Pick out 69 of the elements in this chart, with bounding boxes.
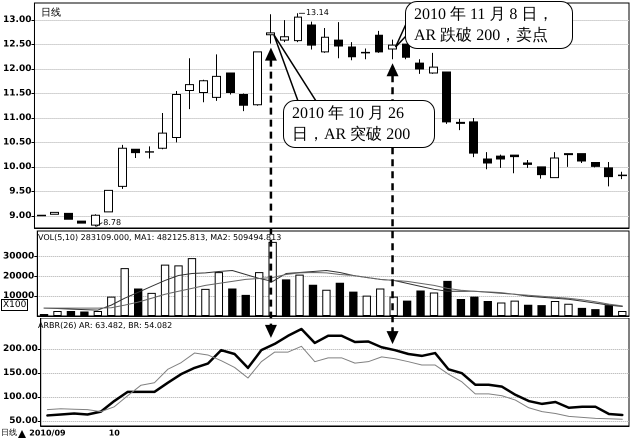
candlestick xyxy=(618,171,627,180)
candlestick xyxy=(429,52,438,74)
candlestick xyxy=(537,166,546,180)
candlestick xyxy=(321,27,329,54)
candlestick xyxy=(307,21,316,50)
candlestick xyxy=(415,58,424,74)
candlestick xyxy=(145,146,154,160)
candlestick xyxy=(118,144,127,190)
candlestick xyxy=(564,152,573,168)
candlestick xyxy=(131,148,140,159)
candlestick xyxy=(158,112,167,150)
annotation: VOL(5,10) 283109.000, MA1: 482125.813, MA2: 509494.813 xyxy=(38,233,282,242)
annotation: 2010 年 10 月 26 日，AR 突破 200 xyxy=(283,100,435,148)
candlestick xyxy=(510,154,519,174)
candlestick xyxy=(172,90,181,143)
y-tick-label: 12.00 xyxy=(3,64,32,74)
candlestick xyxy=(280,20,289,43)
candlestick xyxy=(375,30,383,54)
line-series xyxy=(46,346,623,420)
candlestick xyxy=(496,154,505,168)
candlestick xyxy=(266,14,275,44)
candlestick xyxy=(226,72,235,95)
x-tick-label: 2010/09 xyxy=(29,428,66,438)
candlestick xyxy=(239,92,248,112)
text: 日线 xyxy=(1,428,17,437)
candlestick xyxy=(185,58,194,110)
y-tick-label: 20000 xyxy=(3,271,34,282)
y-tick-label: 10.00 xyxy=(3,162,32,172)
y-tick-label: 13.00 xyxy=(3,15,32,26)
candlestick xyxy=(253,50,262,106)
y-tick-label: 200.00 xyxy=(2,344,38,354)
y-tick-label: 11.00 xyxy=(3,112,32,123)
annotation: 13.14 xyxy=(306,8,329,18)
candlestick xyxy=(469,117,478,158)
y-tick-label: 9.00 xyxy=(9,210,32,221)
y-tick-label: 9.50 xyxy=(9,186,32,196)
candlestick xyxy=(483,152,492,170)
y-tick-label: 150.00 xyxy=(2,368,38,378)
y-tick-label: 50.00 xyxy=(9,416,38,426)
y-tick-label: 10000 xyxy=(3,291,34,302)
candlestick xyxy=(591,161,600,168)
y-tick-label: 11.50 xyxy=(3,88,32,98)
candlestick xyxy=(523,160,532,168)
annotation: 8.78 xyxy=(103,218,122,227)
candlestick xyxy=(104,189,113,213)
candlestick xyxy=(199,79,208,103)
candlestick xyxy=(348,42,356,61)
candlestick xyxy=(577,152,586,164)
candlestick xyxy=(37,214,46,217)
candlestick xyxy=(50,211,59,216)
y-tick-label: 100.00 xyxy=(2,392,38,402)
candlestick xyxy=(212,54,221,102)
text: X100 xyxy=(1,299,28,311)
candlestick xyxy=(64,212,73,220)
candlestick xyxy=(77,220,86,224)
candlestick xyxy=(550,152,559,179)
line-series xyxy=(46,328,624,417)
candlestick xyxy=(334,22,343,59)
y-tick-label: 30000 xyxy=(3,252,34,262)
candlestick xyxy=(361,48,370,60)
annotation: 2010 年 11 月 8 日，AR 跌破 200，卖点 xyxy=(405,1,573,49)
candlestick xyxy=(442,70,451,124)
y-tick-label: 12.50 xyxy=(3,40,32,50)
candlestick xyxy=(388,39,397,60)
candlestick xyxy=(604,161,613,187)
x-tick-label: 10 xyxy=(108,428,120,438)
candlestick xyxy=(456,118,465,131)
chart-title: 日线 xyxy=(41,6,61,18)
y-tick-label: 10.50 xyxy=(3,137,32,148)
